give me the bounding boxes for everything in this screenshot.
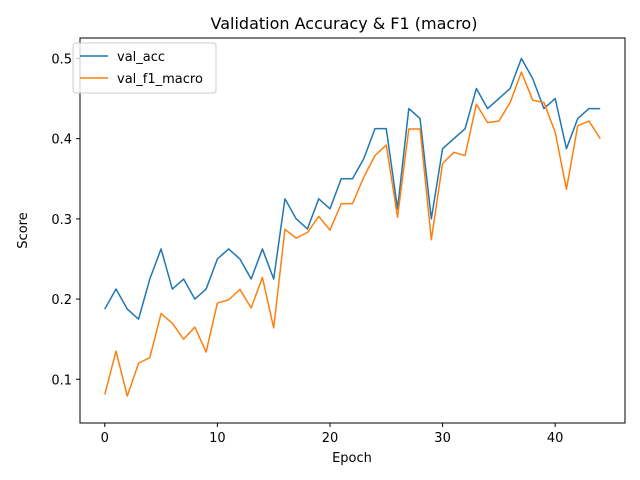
y-tick-label: 0.3 [51, 213, 72, 228]
y-tick-label: 0.4 [51, 133, 72, 148]
legend-label-val-acc: val_acc [117, 50, 165, 65]
legend: val_acc val_f1_macro [72, 42, 217, 94]
x-tick-label: 20 [322, 431, 339, 446]
x-tick-label: 30 [434, 431, 451, 446]
y-tick-label: 0.1 [51, 373, 72, 388]
series-line-val-acc [104, 57, 601, 320]
chart-title: Validation Accuracy & F1 (macro) [211, 14, 478, 33]
x-tick-label: 0 [101, 431, 109, 446]
y-axis-ticks: 0.1 0.2 0.3 0.4 0.5 [51, 52, 80, 388]
x-axis-label: Epoch [332, 451, 372, 466]
series-layer [104, 57, 601, 397]
y-tick-label: 0.2 [51, 293, 72, 308]
x-axis-ticks: 0 10 20 30 40 [101, 423, 564, 446]
y-axis-label: Score [16, 212, 31, 248]
series-line-val-f1-macro [104, 71, 601, 397]
x-tick-label: 40 [547, 431, 564, 446]
legend-label-val-f1-macro: val_f1_macro [117, 72, 203, 87]
plot-area-frame [79, 37, 626, 424]
legend-box [72, 42, 217, 94]
y-tick-label: 0.5 [51, 52, 72, 67]
x-tick-label: 10 [209, 431, 226, 446]
